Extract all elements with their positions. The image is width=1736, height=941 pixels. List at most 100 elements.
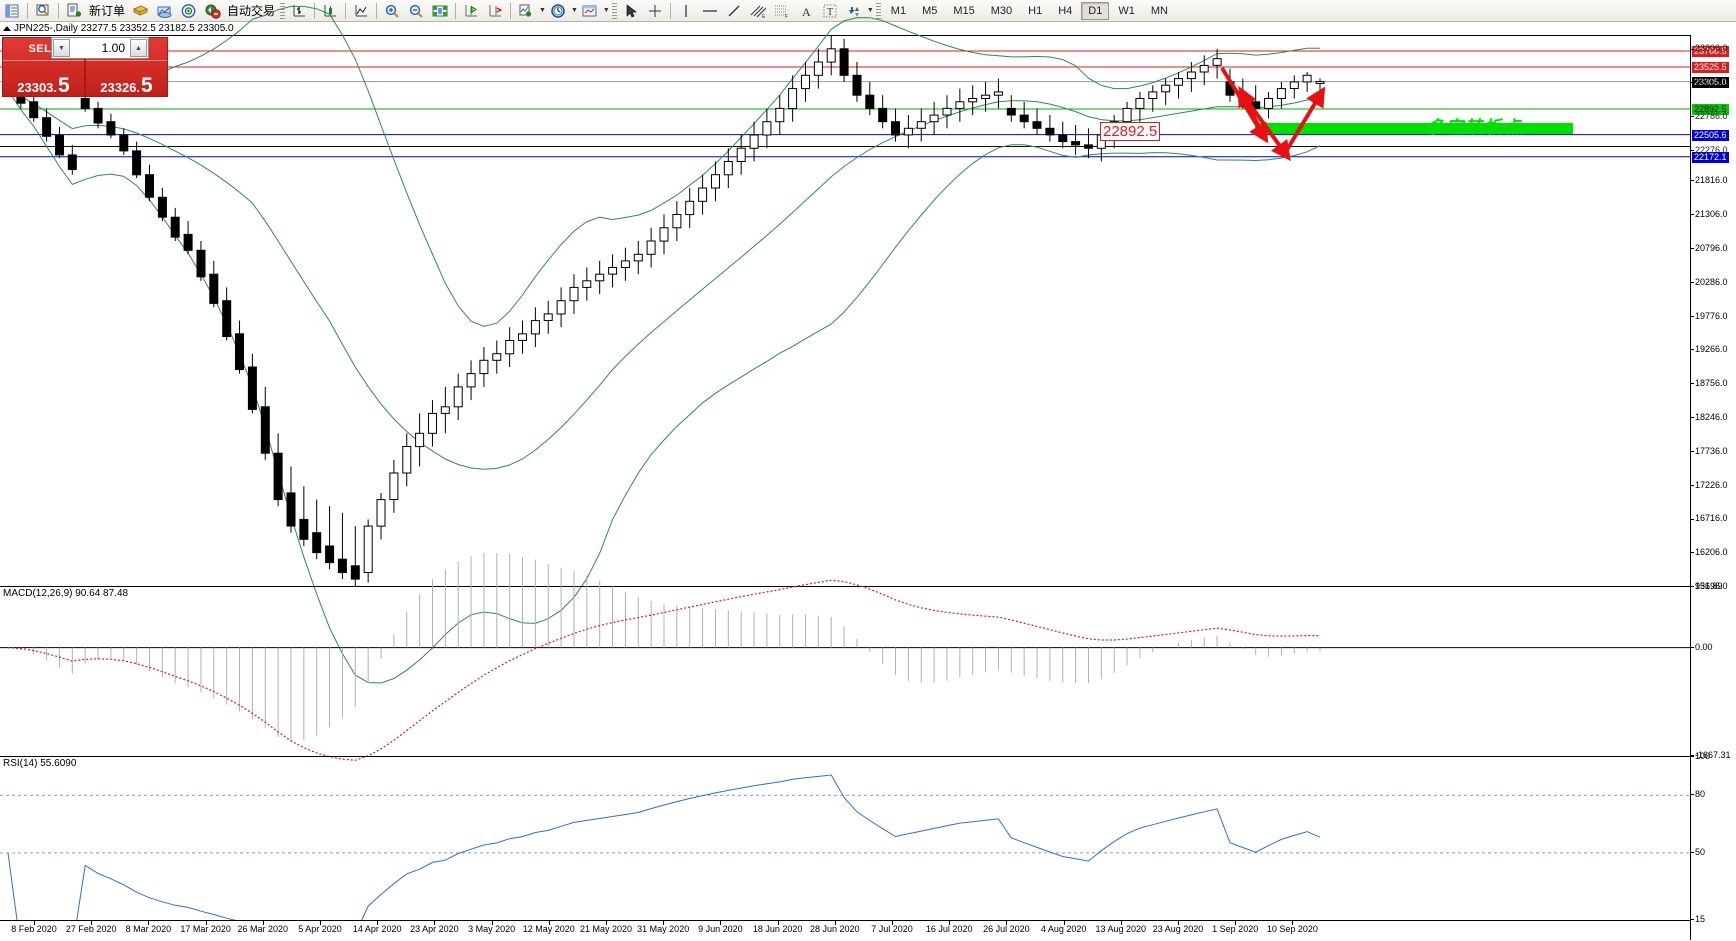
chevron-down-icon[interactable]: ▼: [602, 7, 610, 14]
time-tick-mark: [1120, 921, 1122, 925]
chart-area[interactable]: MACD(12,26,9) 90.64 87.48 RSI(14) 55.609…: [0, 5, 1736, 941]
volume-input[interactable]: 1.00: [101, 41, 125, 55]
chevron-down-icon[interactable]: ▼: [539, 7, 546, 14]
toolbar-divider: [345, 2, 347, 19]
trendline-icon[interactable]: [722, 1, 746, 21]
one-click-trading-panel[interactable]: SELL 23303 . 5 BUY 23326 . 5 ▼ 1.00 ▲: [2, 37, 198, 97]
data-window-icon[interactable]: [31, 1, 55, 21]
text-label-icon[interactable]: T: [818, 1, 842, 21]
rsi-tick: 50: [1691, 847, 1705, 857]
auto-scroll-icon[interactable]: [428, 1, 452, 21]
chart-shift-icon[interactable]: [459, 1, 483, 21]
macd-label: MACD(12,26,9) 90.64 87.48: [3, 588, 132, 599]
timeframe-m5[interactable]: M5: [922, 4, 938, 17]
price-pane[interactable]: [0, 5, 1690, 684]
price-level-badge[interactable]: 22505.6: [1692, 129, 1729, 141]
navigator-icon[interactable]: [176, 1, 200, 21]
new-order-label[interactable]: 新订单: [89, 4, 126, 18]
buy-price-main: 23326: [100, 80, 137, 95]
fibonacci-icon[interactable]: F: [770, 1, 794, 21]
timeframe-w1[interactable]: W1: [1118, 4, 1135, 17]
time-tick-label: 23 Apr 2020: [410, 924, 459, 934]
new-order-icon[interactable]: [62, 1, 86, 21]
chevron-down-icon[interactable]: ▼: [570, 7, 578, 14]
horizontal-line-icon[interactable]: [698, 1, 722, 21]
macd-tick: 931.89: [1691, 581, 1723, 591]
time-tick-mark: [949, 921, 951, 925]
time-tick-label: 8 Mar 2020: [125, 924, 172, 934]
timeframe-m30[interactable]: M30: [990, 4, 1013, 17]
indicators-icon[interactable]: [514, 1, 538, 21]
time-tick-label: 9 Jun 2020: [698, 924, 743, 934]
time-tick-mark: [148, 921, 150, 925]
timeframe-d1[interactable]: D1: [1081, 1, 1110, 20]
crosshair-icon[interactable]: [643, 1, 667, 21]
time-tick-mark: [1063, 921, 1065, 925]
time-tick-mark: [91, 921, 93, 925]
time-tick-mark: [205, 921, 207, 925]
buy-price: 23326 . 5: [86, 61, 167, 96]
equidistant-channel-icon[interactable]: E: [746, 1, 770, 21]
time-tick-mark: [262, 921, 264, 925]
time-tick-label: 27 Feb 2020: [65, 924, 117, 934]
volume-decrease-button[interactable]: ▼: [53, 39, 70, 57]
autotrading-label[interactable]: 自动交易: [227, 4, 276, 18]
price-scale[interactable]: 21816.0 21306.0 20796.0 20286.0 19776.0 19266…: [1690, 35, 1736, 940]
time-tick-mark: [892, 921, 893, 925]
trend-arrows-annotation[interactable]: [0, 35, 1690, 586]
support-zone-highlight[interactable]: [1255, 123, 1573, 134]
time-tick-label: 18 Jun 2020: [752, 924, 803, 934]
time-tick-label: 31 May 2020: [637, 924, 690, 934]
price-level-badge[interactable]: 22172.1: [1692, 151, 1729, 163]
main-toolbar: 新订单 自动交易: [0, 0, 1736, 22]
price-level-badge[interactable]: 23766.5: [1692, 46, 1729, 57]
svg-text:T: T: [827, 7, 833, 18]
timeframe-h4[interactable]: H4: [1058, 4, 1073, 17]
rsi-pane[interactable]: RSI(14) 55.6090: [0, 756, 1690, 941]
time-tick-label: 7 Jul 2020: [871, 924, 913, 934]
line-chart-icon[interactable]: [349, 1, 373, 21]
period-clock-icon[interactable]: [546, 1, 570, 21]
time-tick-mark: [834, 921, 836, 925]
price-tick: 17226.0: [1691, 480, 1728, 490]
price-tick: 18756.0: [1691, 378, 1728, 388]
arrows-icon[interactable]: [842, 1, 866, 21]
toolbar-grip[interactable]: [280, 2, 286, 19]
market-watch-icon[interactable]: [0, 1, 24, 21]
volume-increase-button[interactable]: ▲: [130, 39, 147, 57]
price-level-badge[interactable]: 22892.5: [1692, 103, 1729, 115]
chart-note-text[interactable]: 多空转折点: [1430, 118, 1525, 138]
expert-advisors-icon[interactable]: [128, 1, 152, 21]
time-tick-mark: [34, 921, 35, 925]
price-level-badge[interactable]: 23525.5: [1692, 61, 1729, 73]
chart-shift-end-icon[interactable]: [483, 1, 507, 21]
timeframe-m1[interactable]: M1: [890, 4, 907, 17]
price-level-badge[interactable]: 23305.0: [1692, 76, 1729, 88]
macd-pane[interactable]: MACD(12,26,9) 90.64 87.48: [0, 553, 1690, 761]
toolbar-grip[interactable]: [875, 2, 881, 19]
time-scale[interactable]: 8 Feb 2020 27 Feb 2020 8 Mar 2020 17 Mar 20…: [0, 920, 1690, 941]
time-tick-label: 21 May 2020: [579, 924, 633, 934]
text-icon[interactable]: A: [794, 1, 818, 21]
price-annotation-label[interactable]: 22892.5: [1100, 122, 1161, 141]
terminal-icon[interactable]: [152, 1, 176, 21]
autotrading-icon[interactable]: [200, 1, 224, 21]
zoom-in-icon[interactable]: [380, 1, 404, 21]
volume-stepper[interactable]: ▼ 1.00 ▲: [51, 37, 149, 59]
toolbar-grip[interactable]: [611, 2, 617, 19]
svg-text:A: A: [802, 5, 811, 19]
chevron-down-icon[interactable]: ▼: [866, 7, 874, 14]
time-tick-label: 10 Sep 2020: [1266, 924, 1318, 934]
symbol-info-text: JPN225-,Daily 23277.5 23352.5 23182.5 23…: [14, 23, 234, 34]
vertical-line-icon[interactable]: [674, 1, 698, 21]
timeframe-m15[interactable]: M15: [953, 4, 975, 17]
time-tick-label: 16 Jul 2020: [925, 924, 973, 934]
timeframe-mn[interactable]: MN: [1150, 4, 1168, 17]
zoom-out-icon[interactable]: [404, 1, 428, 21]
templates-icon[interactable]: [578, 1, 602, 21]
volume-up-glyph: ▲: [135, 44, 142, 52]
bar-chart-icon[interactable]: [287, 1, 311, 21]
timeframe-h1[interactable]: H1: [1028, 4, 1043, 17]
price-tick: 20286.0: [1691, 277, 1728, 287]
cursor-icon[interactable]: [619, 1, 643, 21]
